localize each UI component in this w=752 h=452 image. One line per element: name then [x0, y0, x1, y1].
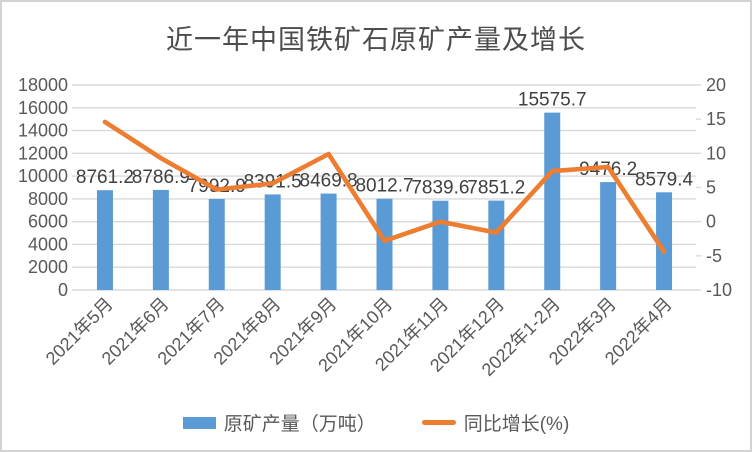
bar-data-label: 8786.9	[132, 167, 190, 188]
svg-text:12000: 12000	[18, 143, 68, 163]
svg-text:10000: 10000	[18, 166, 68, 186]
legend-item-production: 原矿产量（万吨）	[182, 409, 376, 436]
bar	[208, 198, 225, 290]
svg-text:20: 20	[706, 75, 726, 95]
bar	[488, 200, 505, 290]
growth-line	[102, 119, 667, 254]
bar-data-label: 7839.6	[411, 178, 469, 199]
svg-text:14000: 14000	[18, 121, 68, 141]
bar	[544, 112, 561, 291]
svg-text:10: 10	[706, 143, 726, 163]
bar-series-swatch-icon	[182, 416, 216, 429]
svg-text:6000: 6000	[28, 212, 68, 232]
right-axis-labels: -10 -5 0 5 10 15 20	[706, 75, 732, 300]
bar	[600, 182, 617, 290]
bar-data-labels: 8761.28786.97992.98391.58469.88012.77839…	[76, 90, 694, 199]
svg-text:0: 0	[706, 212, 716, 232]
svg-text:8000: 8000	[28, 189, 68, 209]
legend-label-production: 原矿产量（万吨）	[223, 414, 376, 435]
legend: 原矿产量（万吨） 同比增长(%)	[2, 409, 750, 436]
bar	[320, 193, 337, 290]
legend-label-growth: 同比增长(%)	[463, 414, 570, 435]
bar	[432, 200, 449, 290]
bar-data-label: 8579.4	[635, 169, 694, 190]
bar-data-label: 8761.2	[76, 167, 134, 188]
svg-text:4000: 4000	[28, 234, 68, 254]
svg-text:5: 5	[706, 178, 716, 198]
line-series-swatch-icon	[421, 420, 456, 425]
svg-text:0: 0	[58, 280, 68, 300]
svg-text:16000: 16000	[18, 98, 68, 118]
svg-text:-10: -10	[706, 280, 732, 300]
bar-data-label: 7851.2	[467, 178, 525, 199]
svg-text:2000: 2000	[28, 257, 68, 277]
svg-text:18000: 18000	[18, 75, 68, 95]
chart-title: 近一年中国铁矿石原矿产量及增长	[166, 25, 586, 55]
svg-text:-5: -5	[706, 246, 722, 266]
category-labels: 2021年5月2021年6月2021年7月2021年8月2021年9月2021年…	[42, 294, 676, 380]
svg-text:15: 15	[706, 109, 726, 129]
legend-item-growth: 同比增长(%)	[421, 409, 570, 436]
bar-data-label: 8012.7	[355, 176, 413, 197]
bars	[96, 112, 673, 291]
bar	[656, 192, 673, 290]
bar-data-label: 15575.7	[518, 90, 587, 111]
bar	[264, 194, 281, 290]
bar	[376, 198, 393, 290]
bar	[152, 189, 169, 290]
bar	[96, 190, 113, 290]
